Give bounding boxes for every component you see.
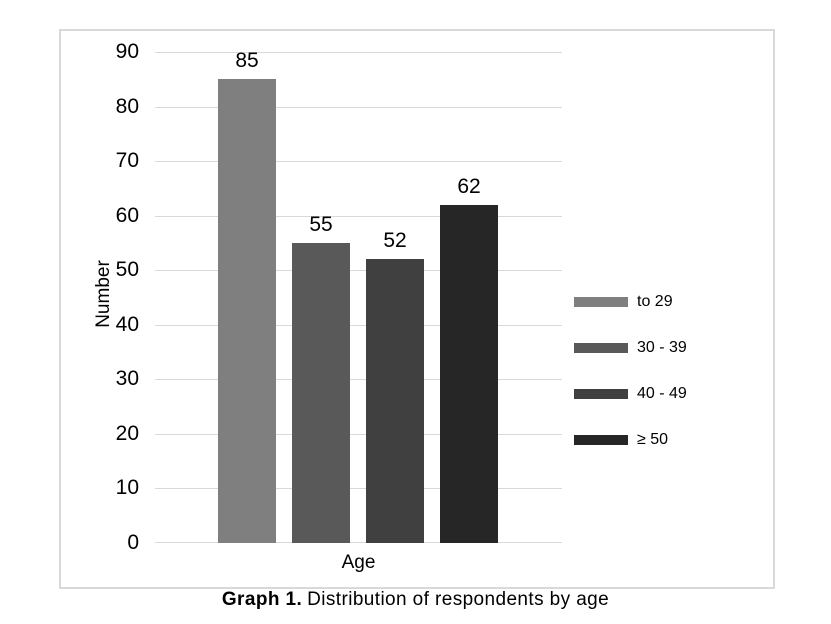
bar-value-label: 52 [383, 229, 407, 253]
gridline [155, 52, 562, 53]
y-axis-tick-label: 10 [115, 476, 139, 500]
bar-30-39 [292, 242, 350, 543]
legend-item: to 29 [574, 293, 673, 311]
legend-swatch [574, 389, 628, 399]
y-axis-tick-label: 50 [115, 258, 139, 282]
legend: to 29 30 - 39 40 - 49 ≥ 50 [574, 31, 774, 587]
gridline [155, 379, 562, 380]
gridline [155, 434, 562, 435]
legend-label: to 29 [637, 293, 673, 310]
legend-swatch [574, 297, 628, 307]
legend-item: 40 - 49 [574, 385, 687, 403]
gridline [155, 488, 562, 489]
bar-to-29 [218, 79, 276, 543]
y-axis-tick-label: 30 [115, 367, 139, 391]
y-axis-tick-label: 60 [115, 203, 139, 227]
y-axis-tick-label: 20 [115, 421, 139, 445]
caption-text: Distribution of respondents by age [307, 589, 610, 610]
bar-value-label: 62 [457, 174, 481, 198]
gridline [155, 542, 562, 543]
gridline [155, 325, 562, 326]
legend-swatch [574, 435, 628, 445]
bar-40-49 [366, 259, 424, 543]
y-axis-tick-label: 70 [115, 149, 139, 173]
gridline [155, 161, 562, 162]
legend-item: 30 - 39 [574, 339, 687, 357]
bar-value-label: 85 [235, 49, 259, 73]
y-axis-tick-label: 80 [115, 94, 139, 118]
bar-value-label: 55 [309, 212, 333, 236]
x-axis-title: Age [341, 552, 376, 573]
bar-50 [440, 204, 498, 543]
caption-label: Graph 1. [221, 589, 303, 610]
bar-chart-figure: Number 85 55 52 62 Age to 29 30 - 39 40 - 49 ≥… [59, 29, 775, 589]
legend-label: 40 - 49 [637, 385, 687, 402]
gridline [155, 107, 562, 108]
y-axis-tick-label: 90 [115, 40, 139, 63]
gridline [155, 270, 562, 271]
legend-label: 30 - 39 [637, 339, 687, 356]
legend-swatch [574, 343, 628, 353]
legend-item: ≥ 50 [574, 431, 668, 449]
legend-label: ≥ 50 [637, 431, 669, 448]
plot-area: 85 55 52 62 [155, 49, 562, 543]
gridline [155, 216, 562, 217]
y-axis-tick-label: 40 [115, 312, 139, 336]
figure-caption: Graph 1. Distribution of respondents by a… [0, 589, 831, 611]
y-axis-tick-label: 0 [127, 531, 139, 554]
